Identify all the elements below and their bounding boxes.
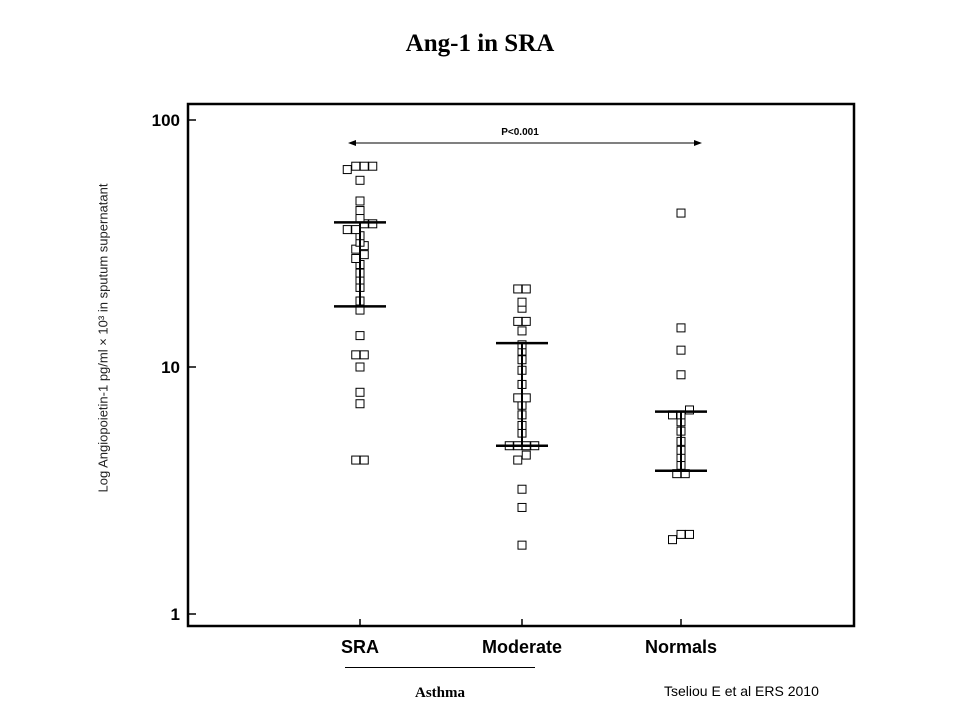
data-point xyxy=(355,175,365,185)
data-point xyxy=(342,165,352,175)
data-point xyxy=(355,387,365,397)
x-tick-label: SRA xyxy=(341,637,379,657)
data-point xyxy=(513,284,523,294)
data-point xyxy=(517,297,527,307)
plot-frame xyxy=(186,102,856,628)
data-point xyxy=(676,323,686,333)
y-tick-label: 1 xyxy=(171,605,180,624)
data-point xyxy=(676,208,686,218)
y-axis-ticks: 1 10 100 xyxy=(152,111,196,624)
data-point xyxy=(513,316,523,326)
data-point xyxy=(685,529,694,539)
significance-annotation: P<0.001 xyxy=(348,127,702,146)
data-point xyxy=(517,502,527,512)
data-point xyxy=(355,213,365,223)
data-point xyxy=(517,540,527,550)
data-point xyxy=(359,455,369,465)
data-point xyxy=(676,529,686,539)
data-point xyxy=(359,350,369,360)
data-point xyxy=(359,161,369,171)
data-point xyxy=(521,393,531,403)
asthma-group-label: Asthma xyxy=(414,685,465,701)
data-point xyxy=(342,225,352,235)
chart-title: Ang-1 in SRA xyxy=(405,30,555,57)
data-point xyxy=(351,161,361,171)
data-point xyxy=(355,206,365,216)
data-point xyxy=(517,326,527,336)
significance-p-value: P<0.001 xyxy=(501,127,539,138)
data-points xyxy=(342,161,694,550)
data-point xyxy=(355,362,365,372)
data-point xyxy=(668,535,677,545)
data-point xyxy=(351,350,361,360)
data-point xyxy=(355,196,365,206)
data-point xyxy=(351,455,361,465)
x-axis-ticks: SRA Moderate Normals xyxy=(341,619,717,657)
asthma-group-line xyxy=(345,667,535,668)
data-point xyxy=(517,484,527,494)
data-point xyxy=(513,393,523,403)
data-point xyxy=(368,161,378,171)
x-tick-label: Normals xyxy=(645,637,717,657)
data-point xyxy=(521,284,531,294)
data-point xyxy=(676,345,686,355)
data-point xyxy=(351,253,361,263)
significance-arrow-right-head xyxy=(694,140,702,146)
data-point xyxy=(355,331,365,341)
y-tick-label: 100 xyxy=(152,111,180,130)
data-point xyxy=(676,370,686,380)
data-point xyxy=(355,399,365,409)
significance-arrow-left-head xyxy=(348,140,356,146)
x-tick-label: Moderate xyxy=(482,637,562,657)
data-point xyxy=(521,450,531,460)
data-point xyxy=(513,455,523,465)
data-point xyxy=(685,405,694,415)
citation: Tseliou E et al ERS 2010 xyxy=(664,683,819,699)
data-point xyxy=(359,250,369,260)
data-point xyxy=(521,316,531,326)
y-tick-label: 10 xyxy=(161,358,180,377)
data-point xyxy=(368,219,378,229)
iqr-brackets xyxy=(334,221,707,473)
data-point xyxy=(351,225,361,235)
